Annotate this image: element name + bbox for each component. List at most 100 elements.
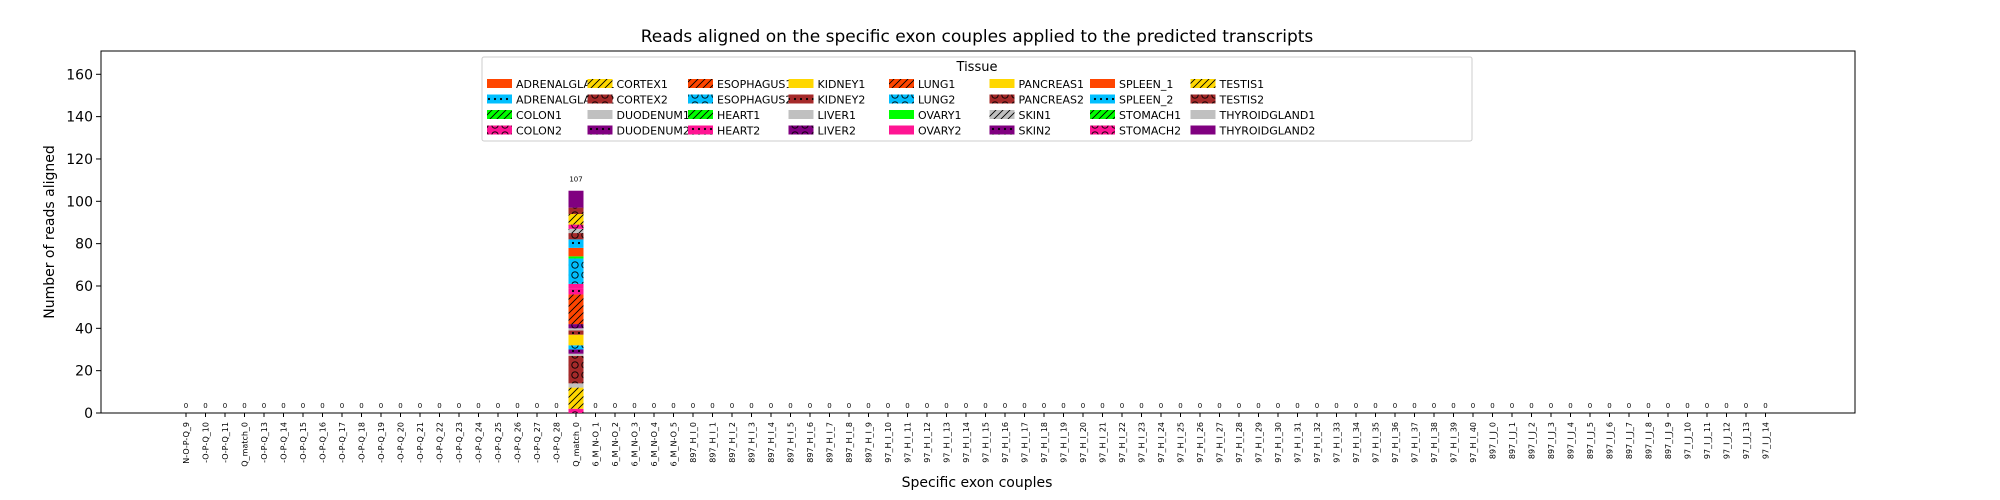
bar-total-label: 0	[1627, 402, 1631, 410]
x-tick-label: 897_I_J_0	[1489, 422, 1498, 459]
bar-segment-kidney2	[568, 330, 584, 335]
svg-text:HEART1: HEART1	[717, 109, 760, 122]
x-tick-label: -O-P-Q_13	[260, 422, 269, 463]
x-tick-label: 97_H_I_33	[1333, 422, 1342, 463]
x-tick-label: 97_H_I_19	[1060, 422, 1069, 463]
bar-total-label: 0	[320, 402, 324, 410]
x-tick-label: 97_H_I_25	[1177, 422, 1186, 463]
x-tick-label: 897_I_J_2	[1528, 422, 1537, 459]
legend-entry-stomach2: STOMACH2	[1090, 125, 1181, 138]
bar-total-label: 0	[1295, 402, 1299, 410]
x-tick-label: 6_M_N-O_2	[611, 422, 620, 466]
total-labels: 0 0 0 0 0 0 0 0 0 0 0 0 0 0 0 0 0 0 0 0 107 0 0 0 0 0 0 0 0 0 0 0 0 0 0 0 0 0…	[184, 175, 1768, 410]
bar-total-label: 0	[1120, 402, 1124, 410]
svg-text:KIDNEY1: KIDNEY1	[818, 78, 866, 91]
bar-segment-duodenum1	[568, 353, 584, 356]
legend-entry-stomach1: STOMACH1	[1090, 109, 1181, 122]
bar-total-label: 0	[1003, 402, 1007, 410]
x-tick-label: 897_H_I_9	[865, 422, 874, 463]
x-tick-label: -O-P-Q_15	[299, 422, 308, 463]
legend-frame	[481, 56, 1473, 142]
bar-total-label: 0	[1042, 402, 1046, 410]
bar-segment-testis1	[568, 214, 584, 225]
bar-total-label: 0	[788, 402, 792, 410]
x-tick-label: -O-P-Q_23	[455, 422, 464, 463]
x-tick-label: 97_H_I_13	[943, 422, 952, 463]
svg-text:SKIN1: SKIN1	[1019, 109, 1052, 122]
x-tick-label: 897_I_J_6	[1606, 422, 1615, 459]
legend-entry-esophagus1: ESOPHAGUS1	[688, 78, 792, 91]
bar-segment-esophagus2	[568, 345, 584, 350]
y-tick-label: 60	[75, 279, 93, 295]
svg-text:HEART2: HEART2	[717, 125, 760, 138]
x-tick-label: 97_H_I_39	[1450, 422, 1459, 463]
x-tick-label: 97_H_I_32	[1313, 422, 1322, 463]
bar-total-label: 0	[1685, 402, 1689, 410]
bar-total-label: 0	[1490, 402, 1494, 410]
y-tick-label: 160	[66, 67, 93, 83]
bar-total-label: 0	[359, 402, 363, 410]
x-tick-label: -O-P-Q_19	[377, 422, 386, 463]
bar-segment-spleen_2	[568, 239, 584, 248]
svg-text:DUODENUM1: DUODENUM1	[617, 109, 690, 122]
x-tick-label: 97_H_I_24	[1157, 422, 1166, 463]
x-tick-label: -O-P-Q_18	[358, 422, 367, 463]
bar-total-label: 0	[457, 402, 461, 410]
svg-text:LUNG1: LUNG1	[918, 78, 955, 91]
x-tick-label: 97_H_I_29	[1255, 422, 1264, 463]
legend-items: ADRENALGLAND1ADRENALGLAND2COLON1COLON2CO…	[487, 78, 1315, 138]
bar-total-label: 0	[1081, 402, 1085, 410]
bar-total-label: 0	[1451, 402, 1455, 410]
x-tick-label: 897_I_J_8	[1645, 422, 1654, 459]
x-tick-label: Q_match_0	[241, 422, 250, 467]
x-tick-label: 897_I_J_4	[1567, 422, 1576, 459]
svg-text:KIDNEY2: KIDNEY2	[818, 94, 866, 107]
x-tick-label: 6_M_N-O_1	[592, 422, 601, 466]
bar-segment-lung2	[568, 258, 584, 284]
bar-total-label: 0	[847, 402, 851, 410]
bar-total-label: 0	[203, 402, 207, 410]
x-tick-label: 897_I_J_1	[1508, 422, 1517, 459]
bar-total-label: 0	[535, 402, 539, 410]
bar-total-label: 0	[340, 402, 344, 410]
x-tick-label: 97_H_I_40	[1469, 422, 1478, 463]
svg-text:LIVER2: LIVER2	[818, 125, 857, 138]
bar-segment-lung1	[568, 294, 584, 325]
y-tick-label: 40	[75, 321, 93, 337]
x-tick-label: -O-P-Q_17	[338, 422, 347, 463]
x-tick-label: 897_H_I_3	[748, 422, 757, 463]
legend-entry-testis2: TESTIS2	[1190, 94, 1264, 107]
bar-total-label: 0	[710, 402, 714, 410]
x-tick-label: N-O-P-Q_9	[182, 422, 191, 464]
x-tick-label: -O-P-Q_16	[319, 422, 328, 463]
x-tick-label: 897_I_J_9	[1664, 422, 1673, 459]
x-tick-label: -O-P-Q_27	[533, 422, 542, 463]
bar-total-label: 0	[866, 402, 870, 410]
bar-total-label: 0	[652, 402, 656, 410]
legend-entry-esophagus2: ESOPHAGUS2	[688, 94, 792, 107]
bar-segment-pancreas2	[568, 233, 584, 240]
x-tick-label: -O-P-Q_22	[436, 422, 445, 463]
bar-segment-duodenum2	[568, 349, 584, 354]
bar-segment-heart2	[568, 288, 584, 295]
bar-segment-skin1	[568, 228, 584, 234]
x-tick-label: -O-P-Q_10	[202, 422, 211, 463]
bar-segment-cortex1	[568, 387, 584, 409]
svg-text:COLON1: COLON1	[516, 109, 562, 122]
bar-total-label: 0	[1198, 402, 1202, 410]
x-tick-label: 6_M_N-O_5	[670, 422, 679, 466]
bar-total-label: 0	[1510, 402, 1514, 410]
bar-total-label: 0	[671, 402, 675, 410]
x-tick-label: 97_H_I_15	[982, 422, 991, 463]
svg-text:PANCREAS1: PANCREAS1	[1019, 78, 1084, 91]
x-tick-label: 97_H_I_23	[1138, 422, 1147, 463]
legend-title: Tissue	[956, 60, 998, 75]
svg-text:COLON2: COLON2	[516, 125, 562, 138]
x-tick-label: 97_H_I_28	[1235, 422, 1244, 463]
legend-entry-pancreas1: PANCREAS1	[989, 78, 1084, 91]
bar-total-label: 0	[1061, 402, 1065, 410]
y-tick-label: 100	[66, 194, 93, 210]
x-tick-label: 97_H_I_20	[1079, 422, 1088, 463]
bar-total-label: 0	[398, 402, 402, 410]
